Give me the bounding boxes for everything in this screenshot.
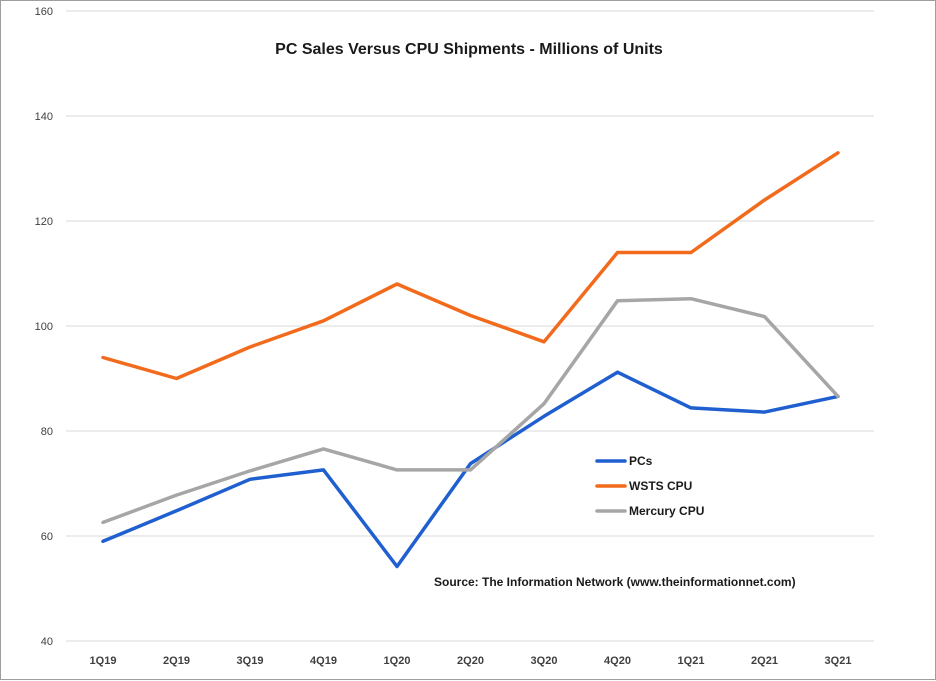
legend-label: Mercury CPU <box>629 504 704 518</box>
x-tick-label: 3Q21 <box>825 655 852 667</box>
x-tick-label: 1Q20 <box>384 655 411 667</box>
y-tick-label: 160 <box>35 6 53 18</box>
series-line-mercury-cpu <box>101 296 840 525</box>
x-tick-label: 2Q21 <box>751 655 778 667</box>
chart-title: PC Sales Versus CPU Shipments - Millions… <box>275 41 663 58</box>
x-tick-label: 1Q19 <box>90 655 117 667</box>
y-tick-label: 140 <box>35 111 53 123</box>
legend: PCs WSTS CPU Mercury CPU <box>595 454 704 518</box>
x-tick-label: 3Q19 <box>237 655 264 667</box>
x-tick-label: 4Q19 <box>310 655 337 667</box>
legend-label: PCs <box>629 454 653 468</box>
y-tick-label: 120 <box>35 216 53 228</box>
legend-label: WSTS CPU <box>629 479 692 493</box>
y-tick-label: 80 <box>41 426 53 438</box>
y-tick-label: 100 <box>35 321 53 333</box>
x-tick-label: 4Q20 <box>604 655 631 667</box>
x-tick-label: 2Q20 <box>457 655 484 667</box>
series-line-pcs <box>101 370 840 569</box>
grid-layer <box>66 10 874 642</box>
x-axis-ticks: 1Q19 2Q19 3Q19 4Q19 1Q20 2Q20 3Q20 4Q20 1Q21 2Q21… <box>90 655 852 667</box>
x-tick-label: 2Q19 <box>163 655 190 667</box>
x-tick-label: 1Q21 <box>678 655 705 667</box>
x-tick-label: 3Q20 <box>531 655 558 667</box>
y-tick-label: 60 <box>41 531 53 543</box>
series-layer <box>101 151 840 569</box>
y-axis-ticks: 40 60 80 100 120 140 160 <box>35 6 53 648</box>
y-tick-label: 40 <box>41 636 53 648</box>
series-line-wsts-cpu <box>101 151 840 381</box>
source-annotation: Source: The Information Network (www.the… <box>434 575 796 589</box>
